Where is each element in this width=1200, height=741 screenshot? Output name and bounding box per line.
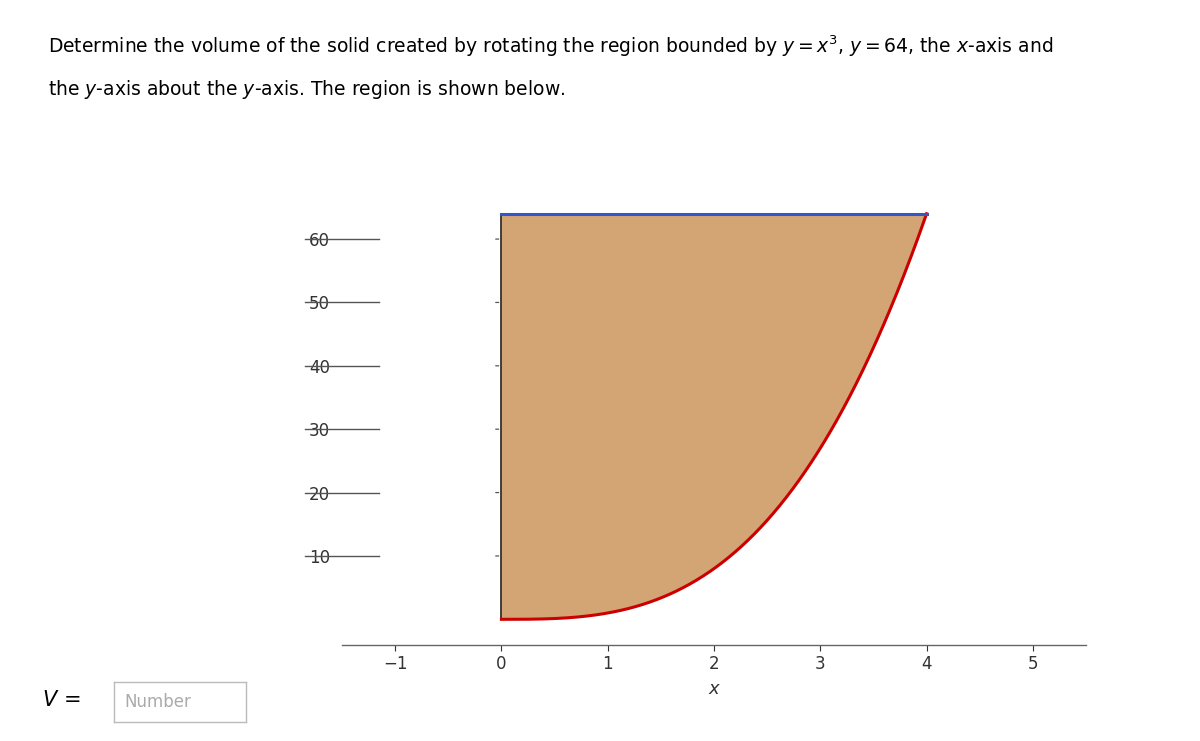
Text: Determine the volume of the solid created by rotating the region bounded by $y =: Determine the volume of the solid create… [48,33,1054,59]
Text: $V\, =$: $V\, =$ [42,691,82,710]
X-axis label: x: x [709,680,719,698]
Polygon shape [502,213,926,619]
Text: Number: Number [125,693,192,711]
Text: the $y$-axis about the $y$-axis. The region is shown below.: the $y$-axis about the $y$-axis. The reg… [48,78,565,101]
